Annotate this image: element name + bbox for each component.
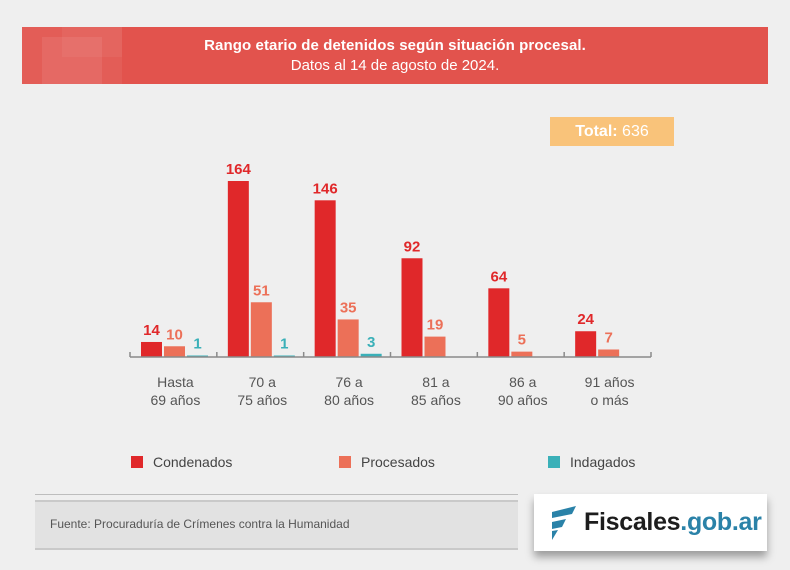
chart-title: Rango etario de detenidos según situació… (204, 37, 586, 54)
legend-item-condenados: Condenados (131, 454, 232, 470)
total-value: 636 (622, 123, 649, 140)
x-tick-label: 85 años (411, 392, 461, 408)
bar-procesados (424, 336, 446, 357)
legend-item-procesados: Procesados (339, 454, 435, 470)
source-text: Fuente: Procuraduría de Crímenes contra … (50, 517, 350, 531)
bar-condenados (141, 341, 162, 357)
fiscales-logo[interactable]: Fiscales.gob.ar (534, 494, 767, 551)
x-tick-label: 69 años (151, 392, 201, 408)
header-decoration (62, 27, 122, 57)
total-badge: Total: 636 (550, 117, 674, 146)
x-tick-label: 75 años (237, 392, 287, 408)
data-label: 164 (226, 161, 252, 178)
logo-main: Fiscales (584, 508, 681, 536)
bar-condenados (575, 331, 597, 357)
total-label: Total: (575, 123, 618, 140)
x-tick-label: 80 años (324, 392, 374, 408)
x-tick-label: 86 a (509, 374, 536, 390)
source-box: Fuente: Procuraduría de Crímenes contra … (35, 494, 518, 550)
chart-subtitle: Datos al 14 de agosto de 2024. (290, 57, 500, 74)
bar-procesados (250, 302, 272, 357)
x-tick-label: 91 años (585, 374, 635, 390)
chart-header: Rango etario de detenidos según situació… (22, 27, 768, 84)
data-label: 14 (143, 322, 160, 339)
bar-procesados (598, 349, 620, 357)
data-label: 7 (604, 329, 612, 346)
divider (35, 494, 518, 495)
legend-swatch-indagados (548, 456, 560, 468)
logo-domain: .gob.ar (680, 508, 762, 536)
data-label: 3 (367, 334, 375, 351)
legend-item-indagados: Indagados (548, 454, 635, 470)
legend-label: Indagados (570, 454, 636, 470)
data-label: 1 (193, 336, 201, 353)
x-tick-label: 81 a (422, 374, 449, 390)
data-label: 1 (280, 336, 288, 353)
header-decoration (22, 27, 122, 84)
data-label: 64 (490, 268, 507, 285)
bar-procesados (337, 319, 359, 357)
data-label: 10 (166, 326, 183, 343)
legend-label: Condenados (153, 454, 233, 470)
data-label: 5 (518, 332, 526, 349)
bar-condenados (488, 288, 510, 357)
fiscales-flag-icon (552, 505, 576, 540)
logo-text: Fiscales.gob.ar (584, 508, 762, 537)
data-label: 24 (577, 311, 594, 328)
legend-swatch-procesados (339, 456, 351, 468)
bar-procesados (164, 346, 185, 357)
header-decoration (42, 37, 102, 84)
data-label: 51 (253, 282, 270, 299)
bar-condenados (401, 258, 423, 357)
data-label: 19 (427, 317, 444, 334)
x-tick-label: 90 años (498, 392, 548, 408)
x-tick-label: o más (591, 392, 629, 408)
bar-procesados (511, 351, 533, 357)
data-label: 146 (313, 180, 338, 197)
legend-label: Procesados (361, 454, 435, 470)
bar-indagados (360, 353, 382, 357)
data-label: 35 (340, 299, 357, 316)
data-label: 92 (404, 238, 421, 255)
x-tick-label: 76 a (335, 374, 362, 390)
x-tick-label: Hasta (157, 374, 194, 390)
bar-condenados (314, 200, 336, 357)
bar-condenados (227, 181, 249, 357)
legend-swatch-condenados (131, 456, 143, 468)
x-tick-label: 70 a (249, 374, 276, 390)
